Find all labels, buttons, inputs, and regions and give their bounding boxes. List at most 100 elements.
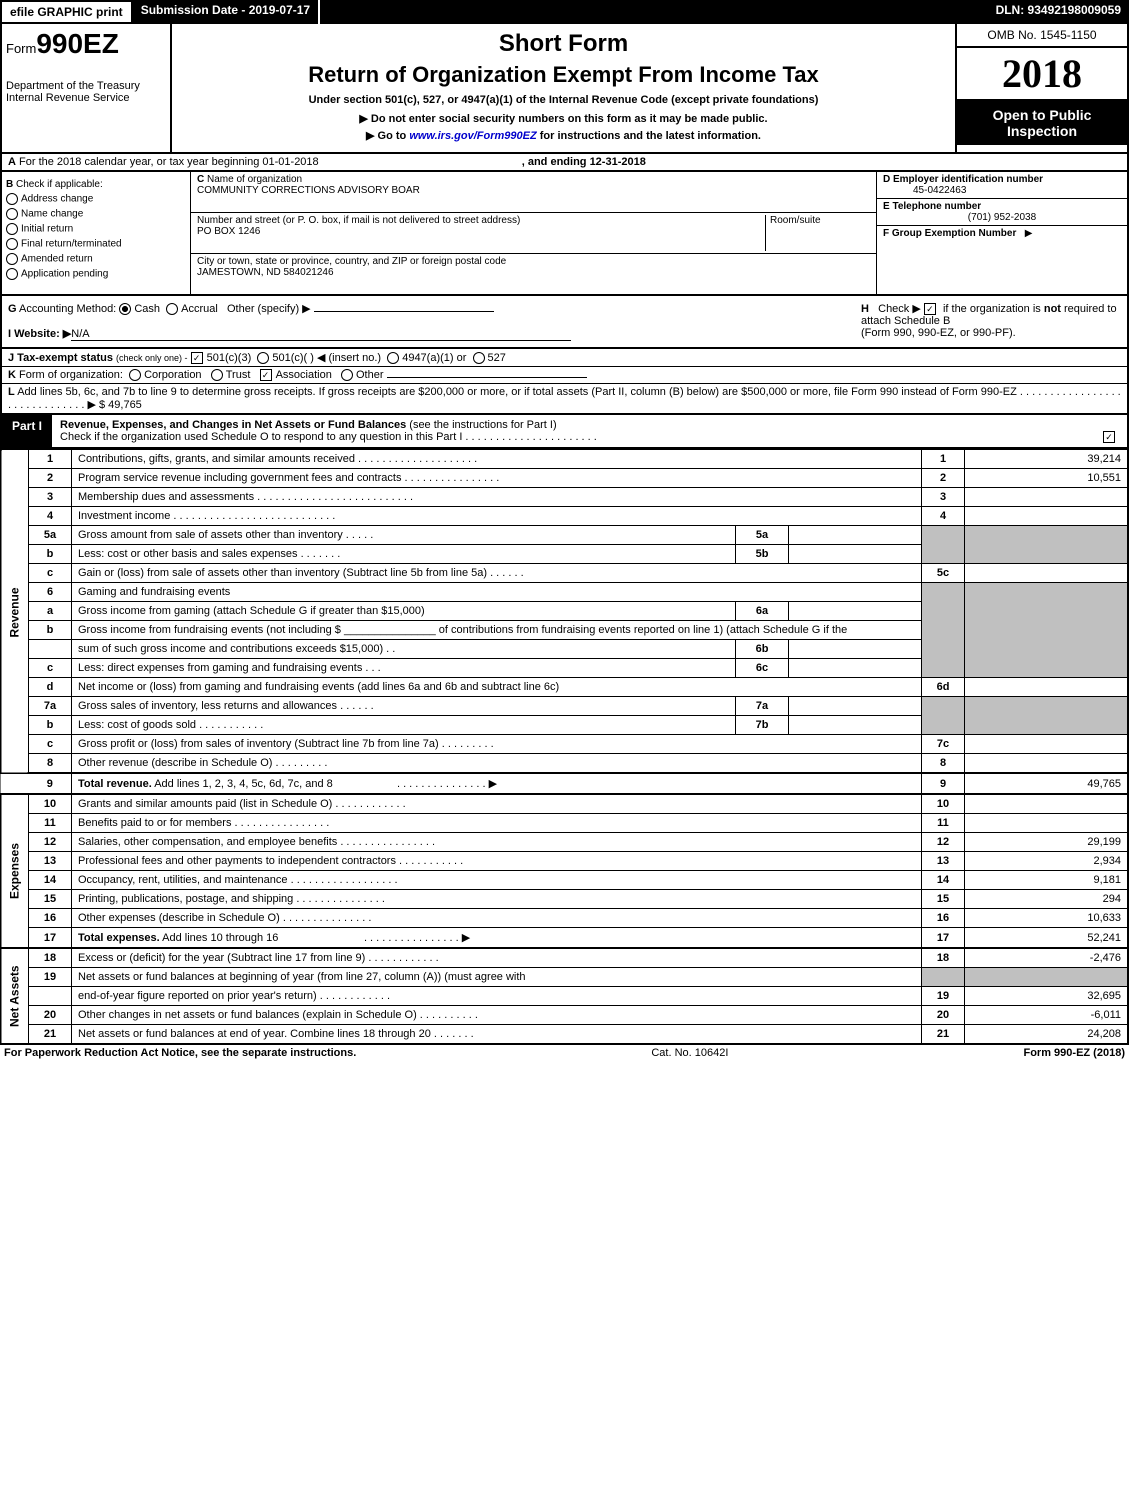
info-grid: B Check if applicable: Address change Na…: [0, 172, 1129, 296]
header-center: Short Form Return of Organization Exempt…: [172, 24, 955, 152]
d-label: D Employer identification number: [883, 174, 1043, 185]
l6-num: 6: [29, 583, 72, 602]
l19-shade: [922, 968, 965, 987]
line-12: 12 Salaries, other compensation, and emp…: [1, 833, 1128, 852]
part1-checkbox[interactable]: [1103, 431, 1115, 443]
k-label: K: [8, 369, 16, 381]
line-7a: 7a Gross sales of inventory, less return…: [1, 697, 1128, 716]
l1-rnum: 1: [922, 450, 965, 469]
section-j: J Tax-exempt status (check only one) - 5…: [0, 349, 1129, 367]
amended-return-radio[interactable]: [6, 253, 18, 265]
l6d-text: Net income or (loss) from gaming and fun…: [72, 678, 922, 697]
l15-text: Printing, publications, postage, and shi…: [72, 890, 922, 909]
l6b2-text: sum of such gross income and contributio…: [72, 640, 736, 659]
section-d: D Employer identification number 45-0422…: [877, 172, 1127, 199]
h-checkbox[interactable]: [924, 303, 936, 315]
g-text: Accounting Method:: [19, 303, 116, 315]
l19-text: Net assets or fund balances at beginning…: [72, 968, 922, 987]
l10-num: 10: [29, 794, 72, 814]
form-ref: Form 990-EZ (2018): [1023, 1047, 1125, 1059]
k-other: Other: [356, 369, 384, 381]
l20-num: 20: [29, 1006, 72, 1025]
address-change-label: Address change: [21, 194, 93, 205]
l6a-sub: 6a: [736, 602, 789, 621]
l7b-sub: 7b: [736, 716, 789, 735]
accrual-radio[interactable]: [166, 303, 178, 315]
under-section: Under section 501(c), 527, or 4947(a)(1)…: [178, 94, 949, 106]
part1-header: Part I Revenue, Expenses, and Changes in…: [0, 415, 1129, 449]
line-13: 13 Professional fees and other payments …: [1, 852, 1128, 871]
line-15: 15 Printing, publications, postage, and …: [1, 890, 1128, 909]
l6-shade: [922, 583, 965, 678]
j-opt1: 501(c)(3): [207, 352, 252, 364]
cash-radio[interactable]: [119, 303, 131, 315]
final-return-radio[interactable]: [6, 238, 18, 250]
section-b: B Check if applicable: Address change Na…: [2, 172, 191, 294]
l8-text: Other revenue (describe in Schedule O) .…: [72, 754, 922, 774]
l14-amount: 9,181: [965, 871, 1129, 890]
k-trust-radio[interactable]: [211, 369, 223, 381]
sections-def: D Employer identification number 45-0422…: [876, 172, 1127, 294]
j-4947-radio[interactable]: [387, 352, 399, 364]
city-value: JAMESTOWN, ND 584021246: [197, 267, 870, 278]
b-check-if: Check if applicable:: [16, 179, 103, 190]
l8-amount: [965, 754, 1129, 774]
k-corp-radio[interactable]: [129, 369, 141, 381]
c-name-row: C Name of organization COMMUNITY CORRECT…: [191, 172, 876, 213]
application-pending-radio[interactable]: [6, 268, 18, 280]
form-number: Form990EZ: [6, 28, 166, 60]
j-501c3-check[interactable]: [191, 352, 203, 364]
line-18: Net Assets 18 Excess or (deficit) for th…: [1, 948, 1128, 968]
line-6d: d Net income or (loss) from gaming and f…: [1, 678, 1128, 697]
l7a-sub: 7a: [736, 697, 789, 716]
gh-left: G Accounting Method: Cash Accrual Other …: [8, 302, 571, 341]
l5a-text: Gross amount from sale of assets other t…: [72, 526, 736, 545]
accrual-label: Accrual: [181, 303, 218, 315]
l16-num: 16: [29, 909, 72, 928]
j-501c-radio[interactable]: [257, 352, 269, 364]
efile-print-button[interactable]: efile GRAPHIC print: [0, 0, 133, 24]
l17-rnum: 17: [922, 928, 965, 949]
l7c-num: c: [29, 735, 72, 754]
application-pending-label: Application pending: [21, 269, 108, 280]
l20-amount: -6,011: [965, 1006, 1129, 1025]
l12-amount: 29,199: [965, 833, 1129, 852]
l2-rnum: 2: [922, 469, 965, 488]
initial-return-radio[interactable]: [6, 223, 18, 235]
address-change-radio[interactable]: [6, 193, 18, 205]
line-5c: c Gain or (loss) from sale of assets oth…: [1, 564, 1128, 583]
line-9: 9 Total revenue. Add lines 1, 2, 3, 4, 5…: [1, 773, 1128, 794]
l16-amount: 10,633: [965, 909, 1129, 928]
l8-num: 8: [29, 754, 72, 774]
l6b-num: b: [29, 621, 72, 640]
header-right: OMB No. 1545-1150 2018 Open to Public In…: [955, 24, 1127, 152]
l7a-val: [789, 697, 922, 716]
l6b-text: Gross income from fundraising events (no…: [72, 621, 922, 640]
l5c-amount: [965, 564, 1129, 583]
c-street-row: Number and street (or P. O. box, if mail…: [191, 213, 876, 254]
l5b-sub: 5b: [736, 545, 789, 564]
l7a-text: Gross sales of inventory, less returns a…: [72, 697, 736, 716]
k-other-radio[interactable]: [341, 369, 353, 381]
line-19b: end-of-year figure reported on prior yea…: [1, 987, 1128, 1006]
section-e: E Telephone number (701) 952-2038: [877, 199, 1127, 226]
name-change-radio[interactable]: [6, 208, 18, 220]
l19b-text: end-of-year figure reported on prior yea…: [72, 987, 922, 1006]
l9-rnum: 9: [922, 773, 965, 794]
section-f: F Group Exemption Number ▶: [877, 226, 1127, 241]
line-16: 16 Other expenses (describe in Schedule …: [1, 909, 1128, 928]
l6a-num: a: [29, 602, 72, 621]
l4-rnum: 4: [922, 507, 965, 526]
l20-text: Other changes in net assets or fund bala…: [72, 1006, 922, 1025]
tax-year: 2018: [957, 48, 1127, 101]
line-6: 6 Gaming and fundraising events: [1, 583, 1128, 602]
irs-url-link[interactable]: www.irs.gov/Form990EZ: [409, 130, 536, 142]
k-assoc-check[interactable]: [260, 369, 272, 381]
j-527-radio[interactable]: [473, 352, 485, 364]
footer: For Paperwork Reduction Act Notice, see …: [0, 1045, 1129, 1061]
l6d-amount: [965, 678, 1129, 697]
dept-treasury: Department of the Treasury: [6, 80, 166, 92]
l11-amount: [965, 814, 1129, 833]
l6c-text: Less: direct expenses from gaming and fu…: [72, 659, 736, 678]
l5c-rnum: 5c: [922, 564, 965, 583]
